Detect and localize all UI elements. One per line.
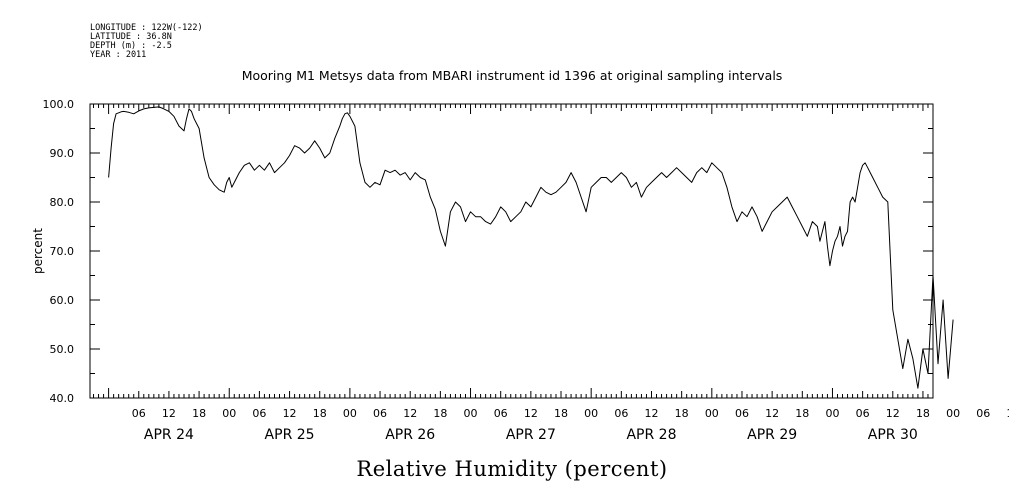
x-hour-label: 18	[795, 407, 809, 420]
y-tick-label: 40.0	[50, 392, 75, 405]
x-hour-label: 00	[946, 407, 960, 420]
x-hour-label: 06	[856, 407, 870, 420]
x-hour-label: 00	[222, 407, 236, 420]
x-hour-label: 12	[765, 407, 779, 420]
x-axis-label: Relative Humidity (percent)	[356, 457, 667, 481]
x-hour-label: 18	[313, 407, 327, 420]
x-hour-label: 18	[192, 407, 206, 420]
y-tick-label: 90.0	[50, 147, 75, 160]
x-hour-label: 00	[584, 407, 598, 420]
series-group	[108, 106, 954, 389]
x-day-label: APR 30	[868, 427, 918, 443]
y-tick-label: 80.0	[50, 196, 75, 209]
y-tick-label: 60.0	[50, 294, 75, 307]
x-hour-label: 06	[735, 407, 749, 420]
x-hour-label: 12	[524, 407, 538, 420]
x-day-label: APR 29	[747, 427, 797, 443]
x-hour-label: 06	[252, 407, 266, 420]
x-hour-label: 00	[464, 407, 478, 420]
x-hour-label: 18	[554, 407, 568, 420]
y-axis-label: percent	[31, 228, 45, 274]
x-hour-label: 12	[283, 407, 297, 420]
x-day-label: APR 27	[506, 427, 556, 443]
x-day-label: APR 28	[626, 427, 676, 443]
x-hour-label: 12	[1006, 407, 1009, 420]
x-hour-label: 12	[403, 407, 417, 420]
x-hour-label: 12	[162, 407, 176, 420]
x-hour-label: 00	[705, 407, 719, 420]
plot-frame	[89, 103, 934, 399]
latitude-text: LATITUDE : 36.8N	[90, 32, 172, 42]
x-day-label: APR 24	[144, 427, 194, 443]
x-hour-label: 12	[886, 407, 900, 420]
y-tick-label: 70.0	[50, 245, 75, 258]
chart-title: Mooring M1 Metsys data from MBARI instru…	[242, 68, 783, 83]
depth-text: DEPTH (m) : -2.5	[90, 41, 172, 51]
x-hour-label: 00	[343, 407, 357, 420]
x-day-label: APR 26	[385, 427, 435, 443]
x-hour-label: 06	[614, 407, 628, 420]
x-hour-label: 06	[976, 407, 990, 420]
x-axis: 06 12 18 00 06 12 18 00 06 12 18 00 06 12 18 00 06 12 18 00…	[93, 104, 1009, 443]
year-text: YEAR : 2011	[90, 50, 146, 60]
y-axis: 40.0 50.0 60.0 70.0 80.0 90.0 100.0	[43, 98, 933, 405]
x-hour-label: 18	[916, 407, 930, 420]
header-metadata: LONGITUDE : 122W(-122) LATITUDE : 36.8N …	[90, 23, 203, 60]
x-hour-label: 12	[644, 407, 658, 420]
x-hour-label: 06	[373, 407, 387, 420]
x-hour-label: 00	[825, 407, 839, 420]
x-hour-label: 18	[433, 407, 447, 420]
y-tick-label: 50.0	[50, 343, 75, 356]
x-hour-label: 06	[132, 407, 146, 420]
x-day-label: APR 25	[265, 427, 315, 443]
y-tick-label: 100.0	[43, 98, 75, 111]
humidity-line	[108, 106, 954, 389]
longitude-text: LONGITUDE : 122W(-122)	[90, 23, 203, 33]
x-hour-label: 06	[494, 407, 508, 420]
x-hour-label: 18	[675, 407, 689, 420]
